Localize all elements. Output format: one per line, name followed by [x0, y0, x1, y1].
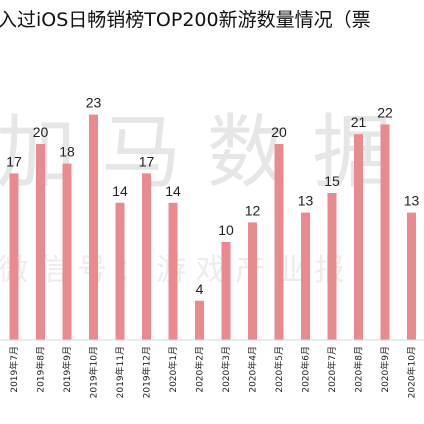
- data-label-2019年7月: 17: [6, 153, 22, 169]
- x-tick-2019年7月: 2019年7月: [8, 346, 20, 393]
- x-tick-2019年12月: 2019年12月: [141, 346, 153, 398]
- data-label-2020年4月: 12: [245, 202, 261, 218]
- data-label-2019年9月: 18: [59, 144, 75, 160]
- bar-2020年9月: [380, 124, 390, 341]
- data-label-2019年10月: 23: [86, 95, 102, 111]
- x-tick-2020年1月: 2020年1月: [167, 346, 179, 393]
- data-label-2020年6月: 13: [298, 193, 314, 209]
- bar-2020年3月: [221, 242, 231, 340]
- bar-2020年10月: [407, 212, 416, 340]
- data-label-2019年8月: 20: [33, 124, 49, 140]
- data-label-2020年2月: 4: [196, 281, 204, 297]
- x-tick-2020年6月: 2020年6月: [300, 346, 312, 393]
- bar-2019年8月: [36, 144, 45, 340]
- x-tick-2019年8月: 2019年8月: [35, 346, 47, 393]
- data-label-2020年8月: 21: [351, 114, 367, 130]
- data-label-2019年11月: 14: [112, 183, 128, 199]
- bar-2020年1月: [168, 202, 178, 340]
- bar-2020年5月: [274, 144, 284, 340]
- bar-2019年10月: [89, 114, 98, 340]
- bar-series: [9, 114, 416, 341]
- x-tick-2019年9月: 2019年9月: [61, 346, 73, 393]
- data-label-2020年9月: 22: [377, 104, 393, 120]
- x-tick-labels: 2019年7月 2019年8月 2019年9月 2019年10月 2019年11月 201…: [8, 346, 418, 398]
- x-tick-2019年10月: 2019年10月: [88, 346, 100, 398]
- data-label-2020年1月: 14: [165, 183, 181, 199]
- bar-2019年12月: [142, 173, 151, 340]
- bar-2019年7月: [9, 173, 19, 340]
- bar-2020年2月: [195, 300, 204, 340]
- chart-title: 入过iOS日畅销榜TOP200新游数量情况（票: [0, 9, 371, 31]
- x-tick-2020年2月: 2020年2月: [194, 346, 206, 393]
- x-tick-2020年4月: 2020年4月: [247, 346, 259, 393]
- bar-2020年4月: [248, 222, 257, 340]
- data-label-2020年3月: 10: [218, 222, 234, 238]
- x-tick-2019年11月: 2019年11月: [114, 346, 126, 398]
- x-tick-2020年3月: 2020年3月: [220, 346, 232, 393]
- x-tick-2020年7月: 2020年7月: [326, 346, 338, 393]
- data-label-2020年5月: 20: [271, 124, 287, 140]
- data-label-2020年7月: 15: [324, 173, 340, 189]
- value-labels: 17 20 18 23 14 17 14 4 10 12 20 13 15 21 22 13: [6, 95, 419, 297]
- x-tick-2020年5月: 2020年5月: [273, 346, 285, 393]
- bar-2020年7月: [327, 193, 337, 340]
- bar-2019年9月: [62, 163, 72, 340]
- bar-2020年6月: [301, 212, 310, 340]
- data-label-2020年10月: 13: [404, 193, 420, 209]
- bar-2019年11月: [115, 202, 125, 340]
- bar-2020年8月: [354, 134, 363, 340]
- x-tick-2020年10月: 2020年10月: [406, 346, 418, 398]
- x-tick-2020年9月: 2020年9月: [379, 346, 391, 393]
- x-tick-2020年8月: 2020年8月: [353, 346, 365, 393]
- data-label-2019年12月: 17: [139, 153, 155, 169]
